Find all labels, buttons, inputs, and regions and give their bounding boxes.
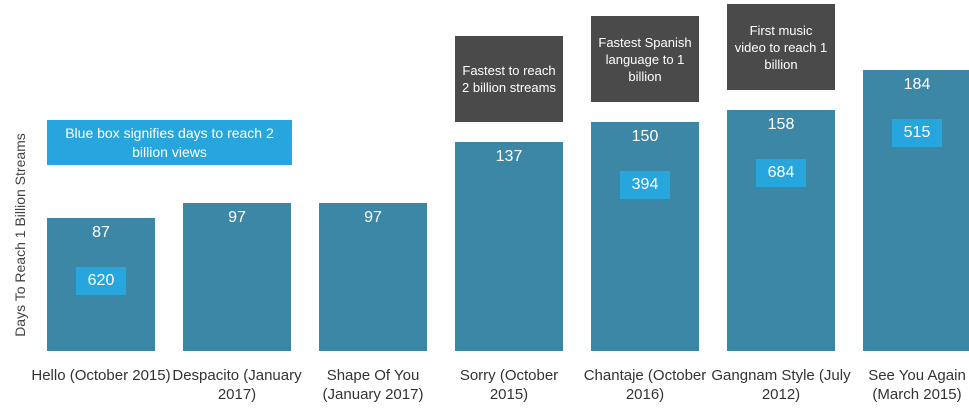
value-label: 97 xyxy=(228,209,246,227)
y-axis-label: Days To Reach 1 Billion Streams xyxy=(12,133,28,337)
note: Blue box signifies days to reach 2 billi… xyxy=(47,120,292,165)
value-label: 87 xyxy=(92,224,110,242)
value-label: 137 xyxy=(495,148,523,166)
x-tick-label: Hello (October 2015) xyxy=(31,367,171,384)
bar xyxy=(591,122,699,352)
bar xyxy=(727,110,835,351)
bar xyxy=(319,203,427,351)
bar xyxy=(863,70,969,351)
bar xyxy=(455,142,563,352)
bar xyxy=(183,203,291,351)
annotation: Fastest to reach 2 billion streams xyxy=(455,36,563,123)
value-label: 158 xyxy=(767,116,795,134)
x-tick-label: Chantaje (October 2016) xyxy=(583,367,707,403)
x-tick-label: Gangnam Style (July 2012) xyxy=(711,367,851,403)
blue-box-label: 394 xyxy=(620,171,670,200)
blue-box-label: 620 xyxy=(76,267,126,296)
x-tick-label: See You Again (March 2015) xyxy=(868,367,966,403)
x-tick-label: Sorry (October 2015) xyxy=(459,367,559,403)
annotation: Fastest Spanish language to 1 billion xyxy=(591,16,699,103)
value-label: 184 xyxy=(903,76,931,94)
x-tick-label: Shape Of You (January 2017) xyxy=(322,367,424,403)
x-tick-label: Despacito (January 2017) xyxy=(172,367,302,403)
annotation: First music video to reach 1 billion xyxy=(727,4,835,91)
value-label: 97 xyxy=(364,209,382,227)
blue-box-label: 684 xyxy=(756,159,806,188)
value-label: 150 xyxy=(631,128,659,146)
blue-box-label: 515 xyxy=(892,119,942,148)
